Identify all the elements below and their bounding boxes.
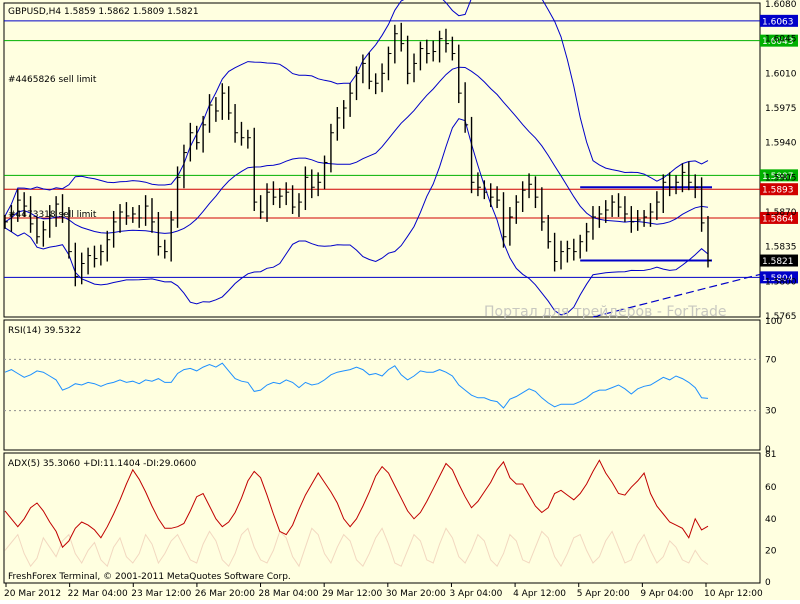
price-levels-layer: 1.6063 1.6043 1.5907 1.5893 1.5864 1.5821 1.58… xyxy=(4,14,798,318)
price-tag-background xyxy=(760,211,798,224)
adx-pane[interactable] xyxy=(3,452,761,584)
price-axis-tick: 1.5905 xyxy=(765,173,797,183)
upper-band-line xyxy=(4,0,709,217)
order-annotation-1: #4465826 sell limit xyxy=(8,75,97,85)
rsi-axis-tick: 30 xyxy=(765,407,777,417)
price-tag: 1.5907 xyxy=(762,172,794,182)
rsi-axis-tick: 0 xyxy=(765,445,771,455)
adx-axis-tick: 81 xyxy=(765,450,776,460)
time-axis-label: 5 Apr 20:00 xyxy=(577,589,630,599)
time-axis-label: 22 Mar 04:00 xyxy=(68,589,128,599)
adx-axis-tick: 40 xyxy=(765,515,777,525)
price-tag-background xyxy=(760,254,798,267)
time-axis-label: 10 Apr 12:00 xyxy=(704,589,763,599)
axes-layer: 1.6080 1.6045 1.6010 1.5975 1.5940 1.5905 1.58… xyxy=(4,0,797,599)
rsi-line xyxy=(4,362,709,409)
price-axis-tick: 1.6080 xyxy=(765,0,797,10)
bands-layer xyxy=(4,0,709,316)
price-tag-background xyxy=(760,169,798,182)
price-pane[interactable] xyxy=(3,2,761,318)
time-axis-label: 23 Mar 12:00 xyxy=(131,589,191,599)
adx-axis-tick: 20 xyxy=(765,546,777,556)
time-axis-label: 26 Mar 20:00 xyxy=(195,589,255,599)
time-axis-label: 9 Apr 04:00 xyxy=(640,589,693,599)
price-axis-tick: 1.5835 xyxy=(765,243,797,253)
price-tag: 1.5821 xyxy=(762,257,794,267)
price-tag: 1.5893 xyxy=(762,186,794,196)
candles-layer xyxy=(4,22,711,287)
price-tag-background xyxy=(760,14,798,27)
rsi-layer xyxy=(4,358,760,412)
watermark-text: Портал для трейдеров - ForTrade xyxy=(484,304,727,320)
adx-axis-tick: 0 xyxy=(765,578,771,588)
adx-pane-title: ADX(5) 35.3060 +DI:11.1404 -DI:29.0600 xyxy=(8,459,197,469)
time-axis-label: 20 Mar 2012 xyxy=(4,589,61,599)
price-tag: 1.6043 xyxy=(762,37,794,47)
price-tag-background xyxy=(760,183,798,196)
price-axis-tick: 1.5765 xyxy=(765,312,797,322)
adx-axis-tick: 60 xyxy=(765,483,777,493)
trend-line xyxy=(592,273,761,318)
order-annotation-2: #4473318 sell limit xyxy=(8,210,97,220)
price-tag: 1.5804 xyxy=(762,274,794,284)
time-axis-label: 30 Mar 20:00 xyxy=(386,589,446,599)
time-axis-label: 3 Apr 04:00 xyxy=(449,589,502,599)
time-axis-label: 4 Apr 12:00 xyxy=(513,589,566,599)
rsi-pane-title: RSI(14) 39.5322 xyxy=(8,326,81,336)
price-tag: 1.5864 xyxy=(762,214,794,224)
lower-band-line xyxy=(4,118,709,316)
adx-line xyxy=(4,459,709,549)
price-tag: 1.6063 xyxy=(762,17,794,27)
price-axis-tick: 1.5975 xyxy=(765,104,797,114)
plus-di-line xyxy=(4,527,709,568)
price-axis-tick: 1.6045 xyxy=(765,35,797,45)
price-axis-tick: 1.5800 xyxy=(765,277,797,287)
price-axis-tick: 1.6010 xyxy=(765,69,797,79)
price-axis-tick: 1.5940 xyxy=(765,139,797,149)
rsi-pane[interactable] xyxy=(3,319,761,451)
rsi-axis-tick: 100 xyxy=(765,317,782,327)
middle-band-line xyxy=(4,66,709,234)
price-tag-background xyxy=(760,271,798,284)
price-pane-title: GBPUSD,H4 1.5859 1.5862 1.5809 1.5821 xyxy=(8,7,199,17)
rsi-axis-tick: 70 xyxy=(765,355,777,365)
time-axis-label: 29 Mar 12:00 xyxy=(322,589,382,599)
footer-copyright: FreshForex Terminal, © 2001-2011 MetaQuo… xyxy=(8,572,291,582)
time-axis-label: 28 Mar 04:00 xyxy=(259,589,319,599)
price-axis-tick: 1.5870 xyxy=(765,208,797,218)
price-tag-background xyxy=(760,34,798,47)
adx-layer xyxy=(4,459,709,568)
